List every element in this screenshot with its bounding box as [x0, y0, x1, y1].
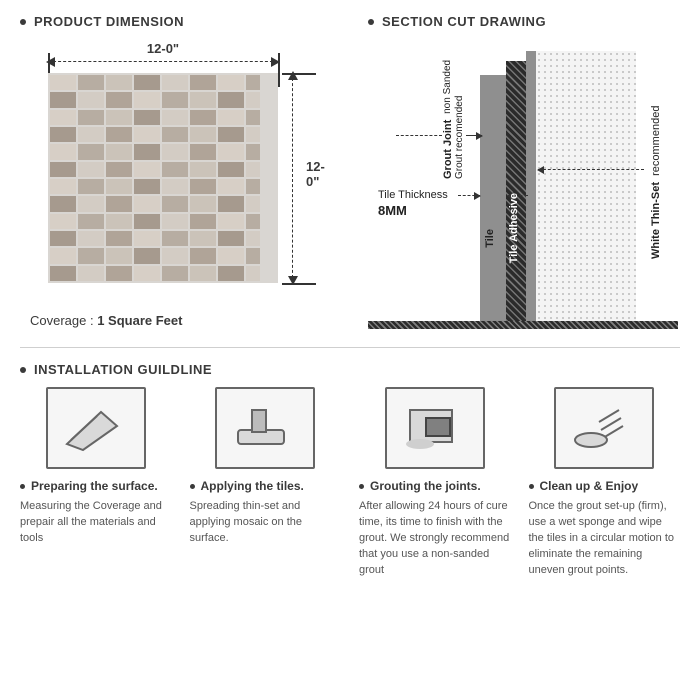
- height-label: 12-0": [306, 159, 325, 189]
- thickness-label: Tile Thickness: [378, 189, 448, 201]
- adhesive-label: Tile Adhesive: [508, 193, 520, 263]
- step-title: Grouting the joints.: [359, 479, 511, 493]
- section-figure: Grout Joint non Sanded Grout recomended …: [368, 39, 678, 329]
- step-icon: [215, 387, 315, 469]
- thinset-layer: [536, 51, 636, 321]
- install-step: Preparing the surface. Measuring the Cove…: [20, 387, 172, 579]
- thinset-leader: [538, 169, 644, 170]
- thinset-label: White Thin-Set recommended: [650, 99, 662, 259]
- step-desc: Spreading thin-set and applying mosaic o…: [190, 499, 342, 547]
- step-title: Preparing the surface.: [20, 479, 172, 493]
- step-desc: Measuring the Coverage and prepair all t…: [20, 499, 172, 547]
- step-icon: [385, 387, 485, 469]
- step-title: Clean up & Enjoy: [529, 479, 681, 493]
- height-arrow: [292, 73, 293, 283]
- step-desc: After allowing 24 hours of cure time, it…: [359, 499, 511, 579]
- tile-layer: [480, 61, 506, 321]
- grout-label: Grout Joint non Sanded Grout recomended: [442, 59, 466, 179]
- dimension-heading: PRODUCT DIMENSION: [20, 14, 350, 29]
- thickness-leader-l: [458, 195, 480, 196]
- step-title: Applying the tiles.: [190, 479, 342, 493]
- install-step: Grouting the joints. After allowing 24 ho…: [359, 387, 511, 579]
- width-arrow: [48, 61, 278, 62]
- section-cut-panel: SECTION CUT DRAWING Grout Joint non Sand…: [368, 14, 680, 329]
- install-step: Clean up & Enjoy Once the grout set-up (f…: [529, 387, 681, 579]
- dimension-figure: 12-0" 12-0": [20, 39, 320, 299]
- install-steps: Preparing the surface. Measuring the Cove…: [20, 387, 680, 579]
- product-dimension-panel: PRODUCT DIMENSION 12-0" 12-0" Coverage :…: [20, 14, 350, 329]
- wall-layer: [526, 51, 536, 321]
- grout-dash: [396, 135, 442, 136]
- install-heading: INSTALLATION GUILDLINE: [20, 362, 680, 377]
- coverage-label: Coverage :: [30, 313, 94, 328]
- step-desc: Once the grout set-up (firm), use a wet …: [529, 499, 681, 579]
- grout-joint-gap: [480, 61, 506, 75]
- section-heading: SECTION CUT DRAWING: [368, 14, 680, 29]
- step-icon: [46, 387, 146, 469]
- thickness-value: 8MM: [378, 203, 407, 218]
- coverage-value: 1 Square Feet: [97, 313, 182, 328]
- coverage-line: Coverage : 1 Square Feet: [20, 313, 350, 328]
- grout-leader: [466, 135, 482, 136]
- width-label: 12-0": [48, 41, 278, 56]
- step-icon: [554, 387, 654, 469]
- tile-sample-image: [48, 73, 278, 283]
- install-step: Applying the tiles. Spreading thin-set an…: [190, 387, 342, 579]
- tile-label: Tile: [484, 229, 496, 248]
- divider: [20, 347, 680, 348]
